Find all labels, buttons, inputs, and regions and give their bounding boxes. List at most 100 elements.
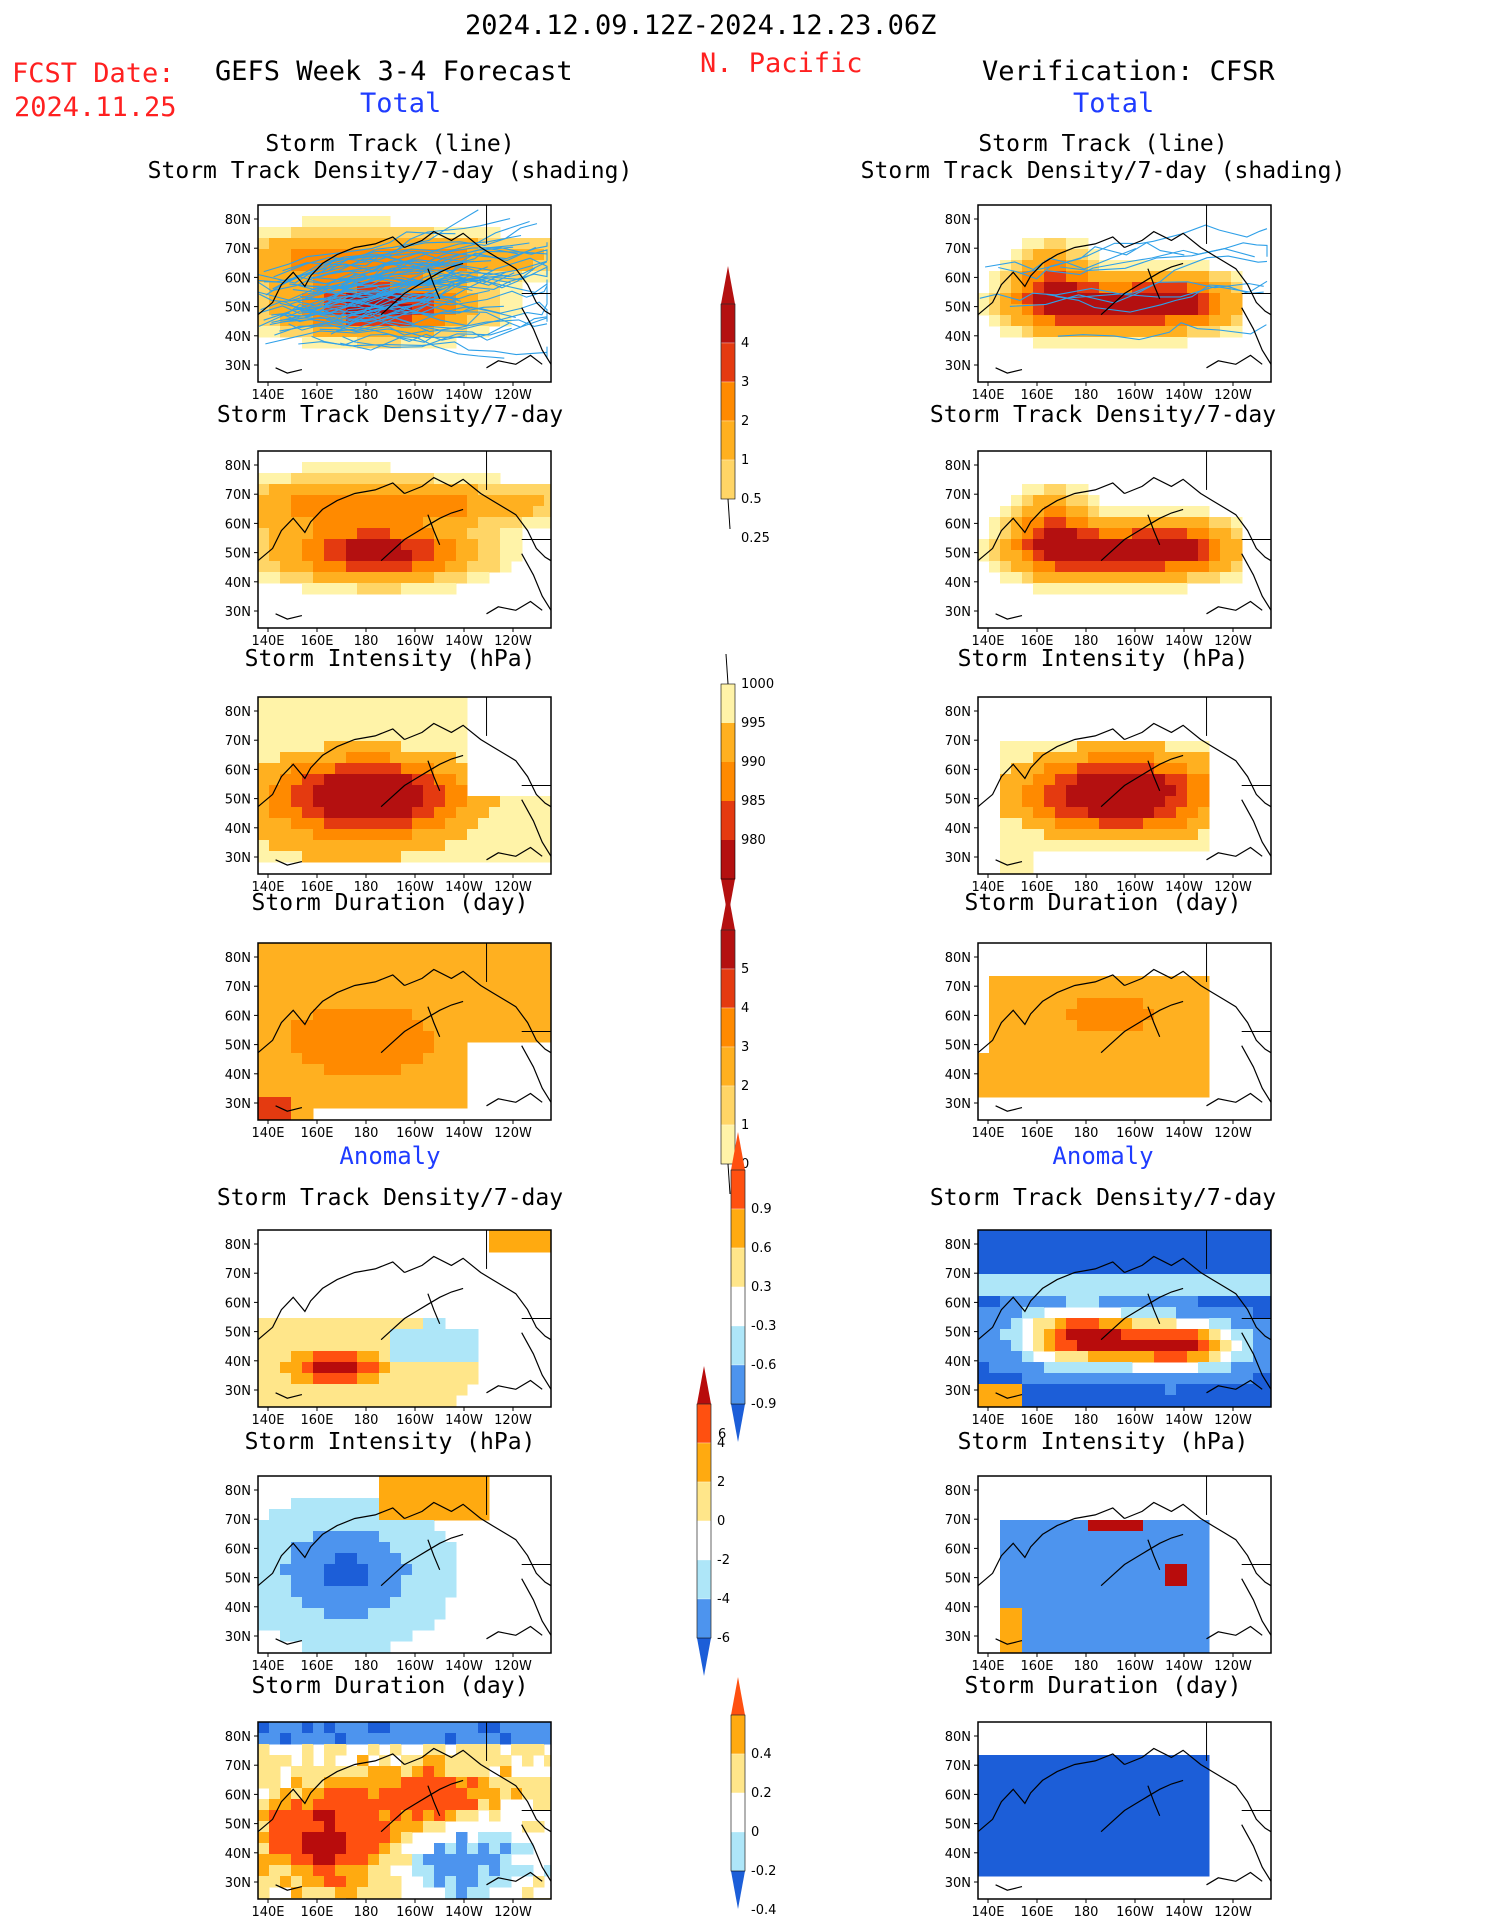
grid-cell: [1011, 1832, 1023, 1844]
grid-cell: [379, 1887, 391, 1899]
grid-cell: [1121, 561, 1133, 573]
grid-cell: [335, 796, 347, 808]
grid-cell: [1055, 326, 1067, 338]
grid-cell: [1099, 304, 1111, 316]
lon-tick-label: 180: [1074, 880, 1099, 895]
grid-cell: [280, 1509, 292, 1521]
colorbar-segment: [720, 1046, 736, 1087]
grid-cell: [1132, 517, 1144, 529]
colorbar-label: 0.9: [751, 1202, 772, 1217]
grid-cell: [1154, 1766, 1166, 1778]
grid-cell: [269, 943, 281, 955]
grid-cell: [1154, 1274, 1166, 1286]
grid-cell: [368, 1042, 380, 1054]
grid-cell: [434, 495, 446, 507]
grid-cell: [1198, 517, 1210, 529]
grid-cell: [511, 260, 523, 272]
grid-cell: [1066, 1009, 1078, 1021]
grid-cell: [1176, 1340, 1188, 1352]
grid-cell: [258, 697, 270, 709]
grid-cell: [302, 1520, 314, 1532]
grid-cell: [1110, 1053, 1122, 1065]
grid-cell: [1165, 1009, 1177, 1021]
grid-cell: [357, 1509, 369, 1521]
grid-cell: [533, 1020, 545, 1032]
grid-cell: [1176, 1777, 1188, 1789]
grid-cell: [1220, 271, 1232, 283]
grid-cell: [390, 1733, 402, 1745]
grid-cell: [1176, 539, 1188, 551]
grid-cell: [412, 1384, 424, 1396]
grid-cell: [390, 730, 402, 742]
lon-tick-label: 160W: [396, 1126, 434, 1141]
grid-cell: [390, 1097, 402, 1109]
grid-cell: [423, 583, 435, 595]
grid-cell: [1143, 326, 1155, 338]
grid-cell: [368, 216, 380, 228]
grid-cell: [445, 1553, 457, 1565]
grid-cell: [379, 1777, 391, 1789]
grid-cell: [357, 1542, 369, 1554]
grid-cell: [302, 697, 314, 709]
grid-cell: [1187, 282, 1199, 294]
grid-cell: [1066, 550, 1078, 562]
grid-cell: [1022, 851, 1034, 863]
grid-cell: [1055, 304, 1067, 316]
grid-cell: [280, 943, 292, 955]
grid-cell: [511, 796, 523, 808]
grid-cell: [368, 829, 380, 841]
grid-cell: [401, 697, 413, 709]
grid-cell: [533, 998, 545, 1010]
storm-track-line: [298, 264, 493, 292]
colorbar-label: -0.6: [751, 1358, 776, 1373]
grid-cell: [313, 807, 325, 819]
grid-cell: [313, 583, 325, 595]
grid-cell: [423, 785, 435, 797]
grid-cell: [346, 216, 358, 228]
grid-cell: [1055, 1020, 1067, 1032]
lat-tick-label: 80N: [225, 705, 251, 720]
lat-tick-label: 60N: [945, 1009, 971, 1024]
lat-tick-label: 80N: [945, 1730, 971, 1745]
colorbar-segment: [730, 1286, 746, 1327]
grid-cell: [346, 840, 358, 852]
grid-cell: [544, 829, 552, 841]
grid-cell: [467, 1020, 479, 1032]
grid-cell: [412, 697, 424, 709]
grid-cell: [302, 484, 314, 496]
grid-cell: [280, 1086, 292, 1098]
grid-cell: [335, 1498, 347, 1510]
grid-cell: [500, 965, 512, 977]
grid-cell: [467, 1887, 479, 1899]
grid-cell: [1121, 572, 1133, 584]
grid-cell: [1077, 1020, 1089, 1032]
grid-cell: [1055, 539, 1067, 551]
grid-cell: [1011, 282, 1023, 294]
grid-cell: [379, 227, 391, 239]
grid-cell: [357, 1009, 369, 1021]
grid-cell: [258, 528, 270, 540]
grid-cell: [1132, 1384, 1144, 1396]
lon-tick-label: 140E: [971, 1413, 1004, 1428]
grid-cell: [1132, 1586, 1144, 1598]
grid-cell: [1165, 1075, 1177, 1087]
grid-cell: [379, 1351, 391, 1363]
grid-cell: [302, 1009, 314, 1021]
grid-cell: [423, 1498, 435, 1510]
grid-cell: [1143, 1230, 1155, 1242]
grid-cell: [456, 1810, 468, 1822]
grid-cell: [1011, 550, 1023, 562]
grid-cell: [412, 1020, 424, 1032]
grid-cell: [269, 998, 281, 1010]
grid-cell: [1077, 998, 1089, 1010]
grid-cell: [1088, 1865, 1100, 1877]
storm-track-line: [998, 242, 1185, 280]
grid-cell: [1000, 1329, 1012, 1341]
grid-cell: [1176, 561, 1188, 573]
grid-cell: [280, 1865, 292, 1877]
grid-cell: [1110, 1586, 1122, 1598]
grid-cell: [258, 943, 270, 955]
grid-cell: [401, 1832, 413, 1844]
grid-cell: [258, 741, 270, 753]
grid-cell: [434, 238, 446, 250]
